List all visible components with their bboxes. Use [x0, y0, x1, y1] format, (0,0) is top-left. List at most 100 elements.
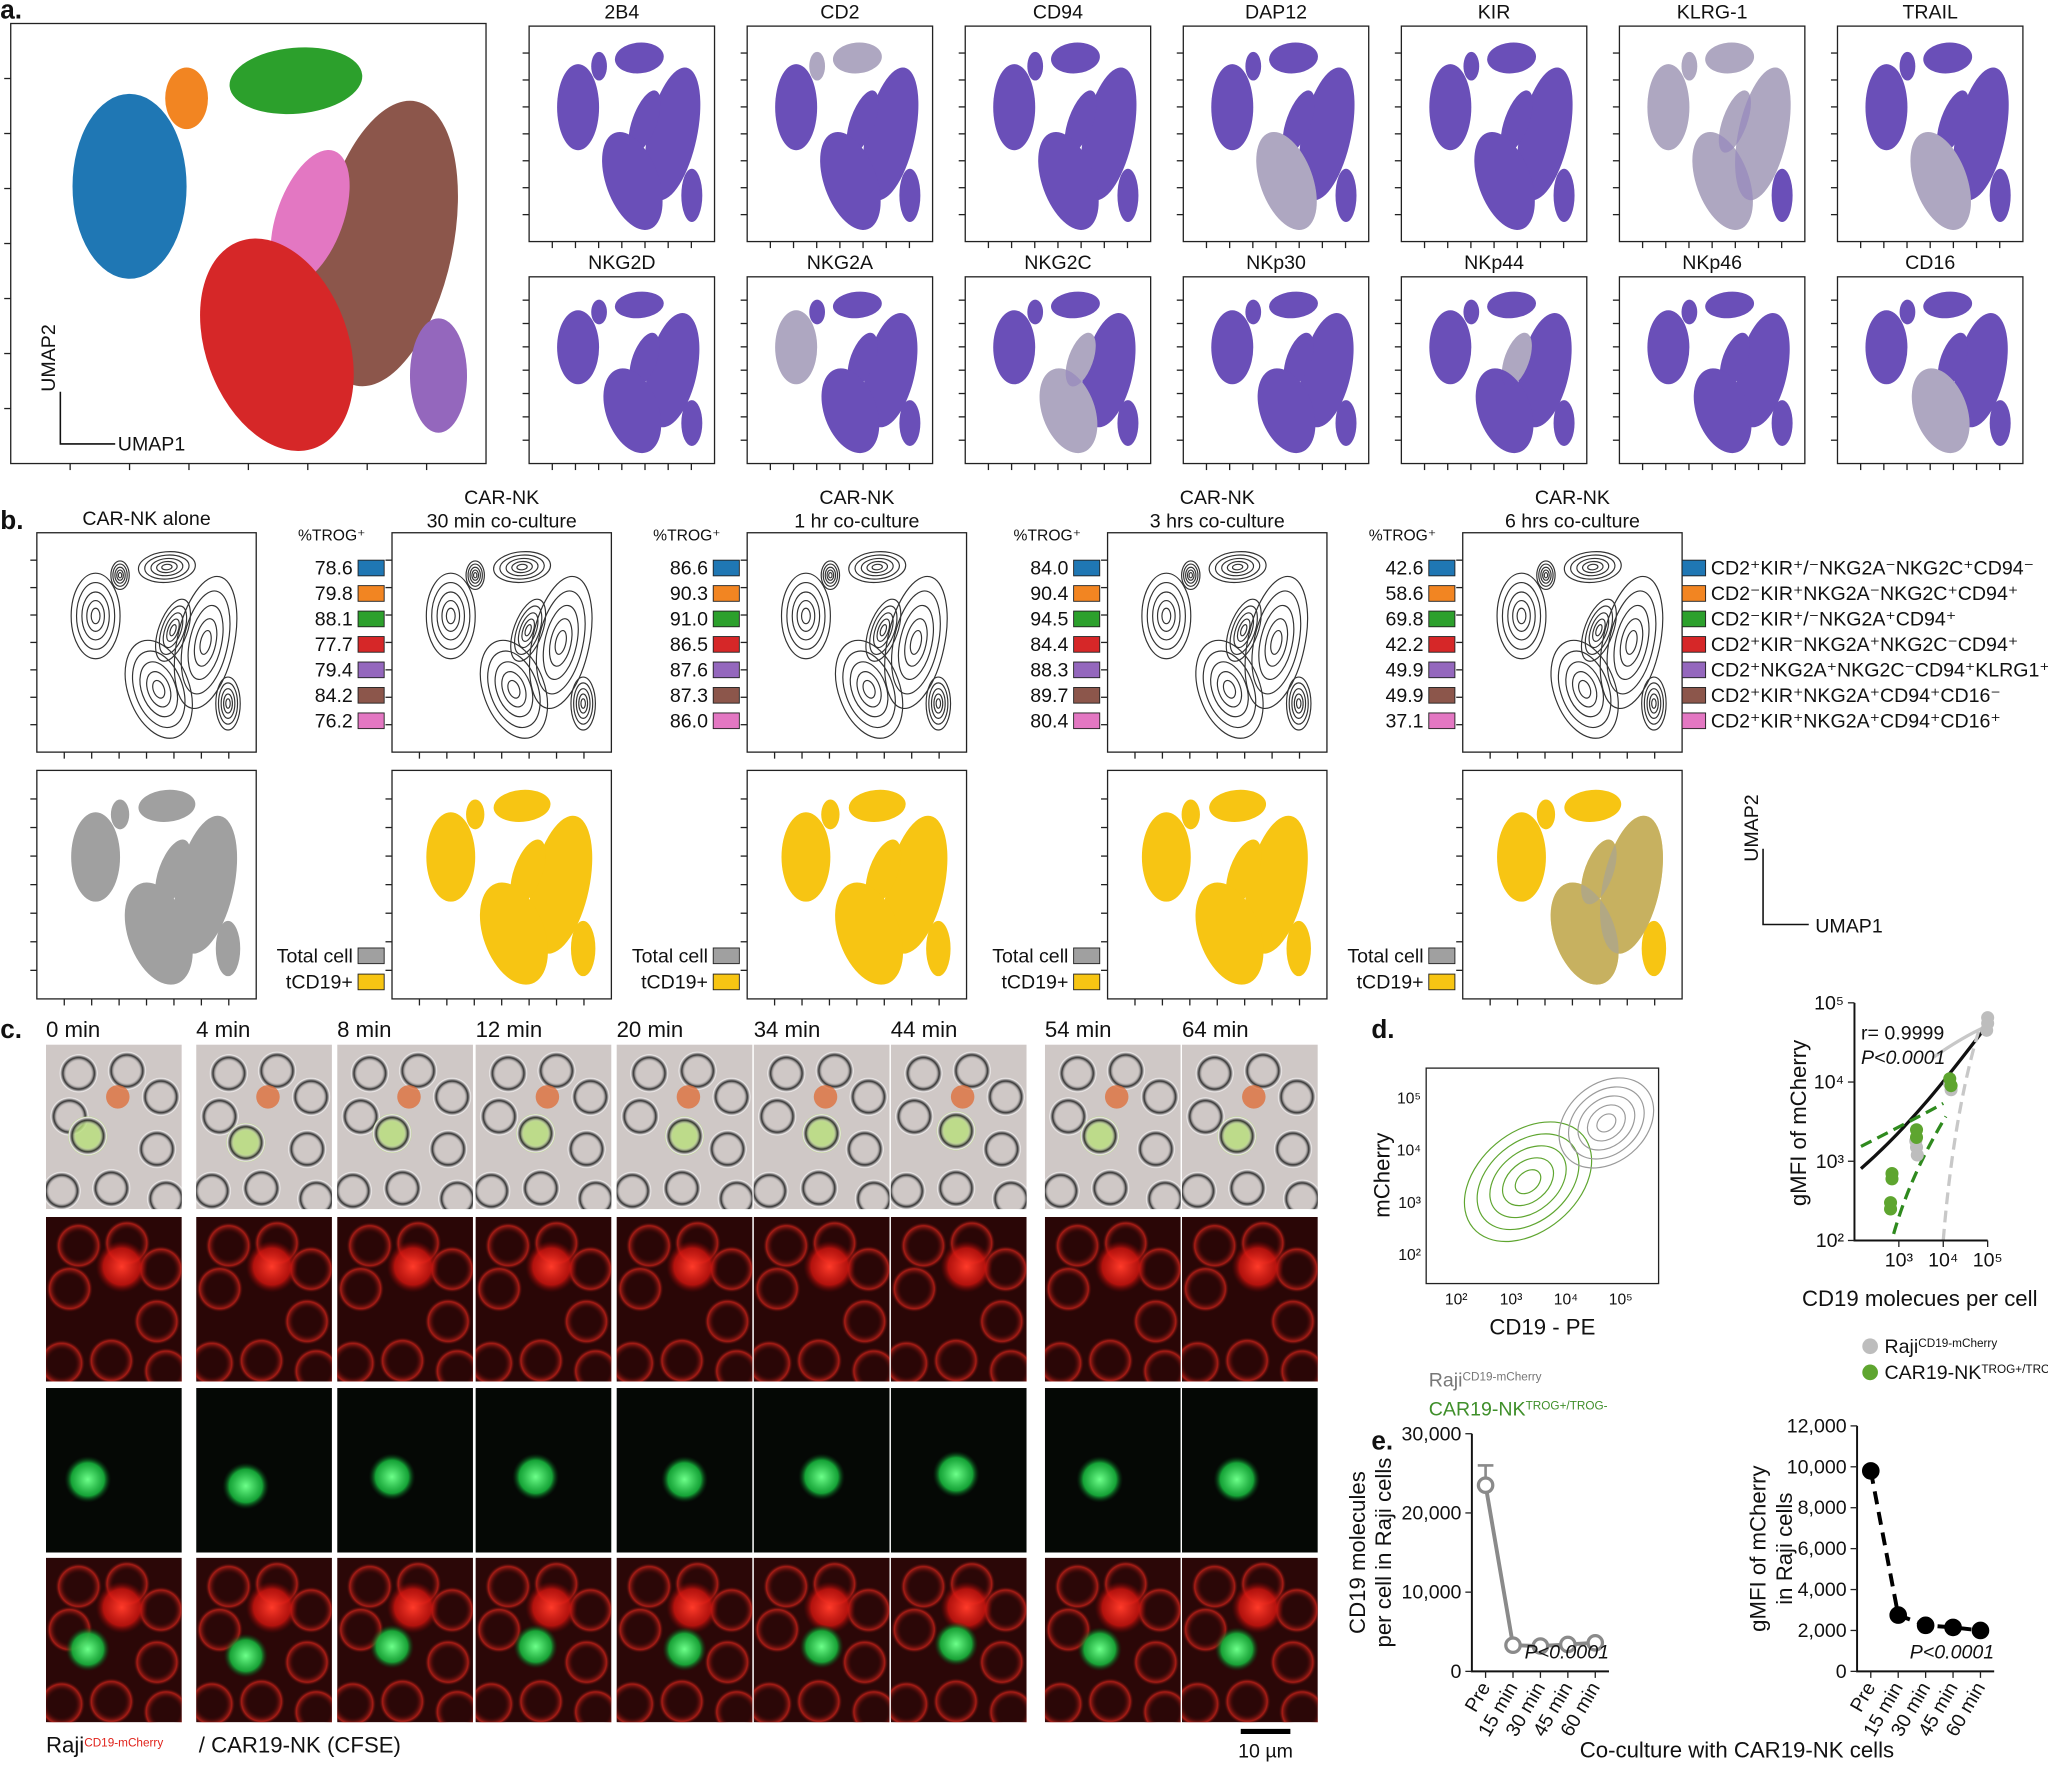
umap-cluster	[1537, 800, 1555, 830]
umap-cluster	[591, 299, 607, 325]
contour	[199, 629, 212, 655]
contour	[904, 618, 928, 667]
cell	[850, 1688, 890, 1723]
cell	[566, 1129, 607, 1169]
micrograph	[616, 1557, 753, 1723]
umap-cluster	[1117, 168, 1139, 222]
contour	[1244, 575, 1309, 710]
contour	[1270, 629, 1283, 655]
contour	[445, 607, 456, 625]
contour	[225, 698, 231, 709]
cell	[237, 1677, 285, 1723]
cell	[982, 1586, 1027, 1634]
cell-green	[65, 1626, 110, 1672]
contour	[528, 575, 593, 710]
contour	[117, 572, 123, 579]
cell	[137, 1245, 182, 1293]
contour	[1587, 563, 1599, 571]
fit-line	[1859, 1025, 1988, 1170]
contour	[1285, 676, 1312, 731]
plot-frame	[391, 532, 613, 753]
trog-value: 37.1	[1385, 710, 1423, 732]
contour	[928, 682, 949, 725]
cell-red	[1094, 1240, 1147, 1293]
micrograph-content	[1044, 1216, 1181, 1382]
trog-value: 90.3	[670, 583, 708, 605]
micrograph	[475, 1216, 612, 1382]
cell	[903, 1053, 944, 1093]
contour	[554, 629, 567, 655]
micrograph-content	[337, 1557, 473, 1723]
cell	[296, 1179, 332, 1210]
umap-cluster	[1937, 332, 1968, 387]
cell	[237, 1337, 285, 1382]
legend-swatch	[357, 973, 385, 991]
cell	[59, 1053, 99, 1093]
cell	[982, 1245, 1027, 1293]
population-swatch	[1681, 636, 1707, 653]
contour	[1221, 557, 1255, 577]
trog-header: %TROG⁺	[298, 528, 365, 545]
contour	[1641, 676, 1667, 731]
micrograph-content	[890, 1044, 1027, 1210]
legend-text: tCD19+	[1001, 971, 1068, 993]
cell	[107, 1051, 147, 1091]
flow-tick: 10²	[1445, 1291, 1468, 1308]
marker-title: NKG2D	[588, 252, 655, 274]
contour	[1225, 598, 1262, 662]
cell-red	[676, 1085, 701, 1109]
contour	[1543, 572, 1549, 579]
cell	[1273, 1586, 1318, 1634]
cell	[91, 1168, 131, 1208]
contour	[131, 650, 186, 729]
micrograph	[337, 1216, 473, 1382]
panel-label: c.	[0, 1014, 22, 1044]
cell	[1181, 1171, 1218, 1210]
cell	[488, 1053, 528, 1093]
cell-red	[397, 1085, 421, 1109]
contour	[842, 650, 896, 729]
umap-cluster	[557, 310, 600, 385]
population-swatch	[1681, 559, 1707, 577]
micrograph	[45, 1388, 182, 1553]
umap-cluster	[1550, 882, 1619, 985]
cell	[1044, 1265, 1092, 1313]
micrograph-content	[616, 1216, 753, 1382]
contour	[1578, 679, 1592, 699]
population-swatch	[1681, 610, 1707, 628]
cell	[1273, 1245, 1318, 1293]
micrograph	[337, 1557, 473, 1723]
umap-cluster	[1065, 332, 1096, 387]
contour	[1507, 591, 1536, 641]
cell	[433, 1688, 473, 1723]
marker-title: NKp30	[1246, 252, 1306, 274]
umap-cluster	[1705, 42, 1755, 74]
cell	[1141, 1688, 1181, 1723]
y-tick-label: 20,000	[1402, 1502, 1462, 1524]
umap-cluster	[1117, 400, 1139, 446]
contour	[465, 560, 485, 591]
micrograph	[337, 1044, 473, 1210]
legend-text: Total cell	[1347, 945, 1423, 967]
contour	[791, 591, 821, 641]
contour	[116, 569, 124, 581]
cell	[849, 1077, 889, 1117]
y-tick-label: 10⁵	[1814, 992, 1844, 1014]
population-swatch	[1681, 712, 1707, 730]
contour	[1599, 575, 1664, 710]
cell	[433, 1347, 473, 1382]
cell	[205, 1222, 253, 1270]
umap-axis	[59, 391, 116, 445]
trog-swatch	[712, 636, 740, 653]
cell	[572, 1347, 612, 1382]
cell	[753, 1606, 801, 1654]
micrograph-content	[753, 1216, 890, 1382]
contour	[524, 624, 532, 637]
cell	[932, 1677, 980, 1723]
cell	[1106, 1051, 1146, 1091]
contour	[158, 605, 188, 655]
umap-cluster	[821, 799, 840, 830]
umap-cluster	[591, 51, 607, 81]
contour	[472, 572, 478, 579]
annotation: r= 0.9999	[1861, 1022, 1944, 1044]
